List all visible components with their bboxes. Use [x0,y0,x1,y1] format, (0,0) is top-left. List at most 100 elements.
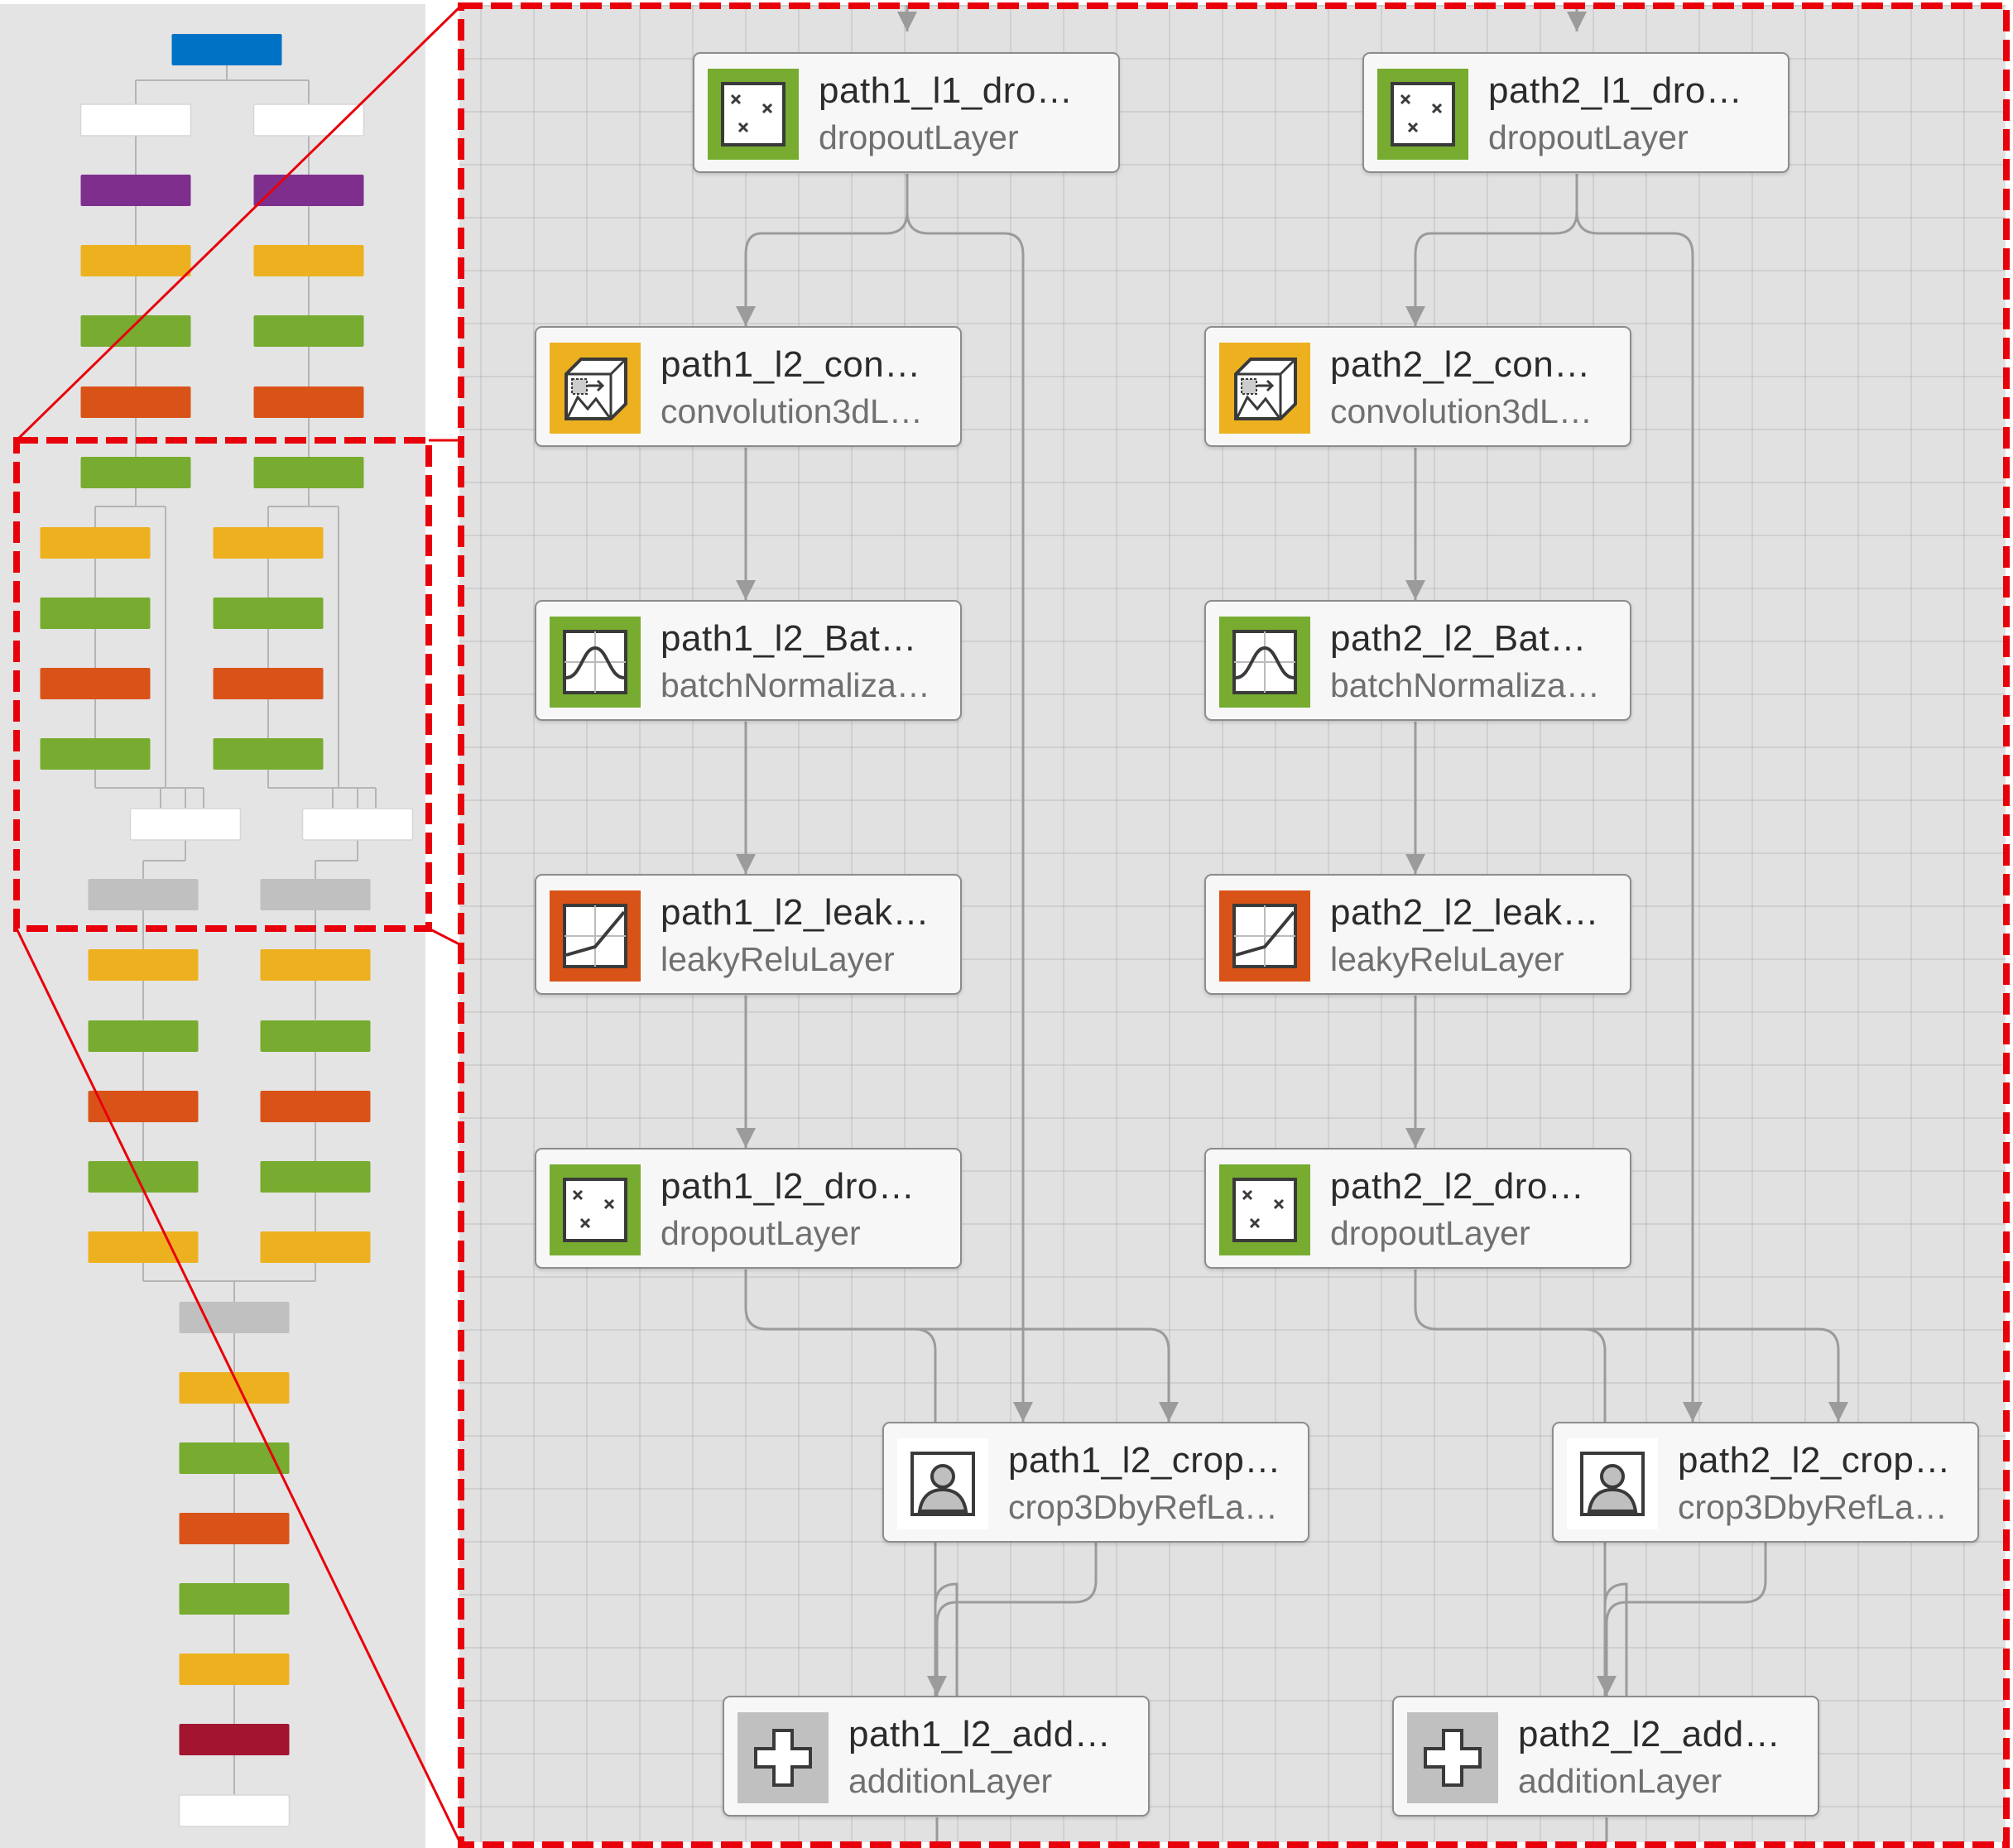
custom-layer-icon [1567,1438,1658,1529]
overview-block [253,175,364,206]
overview-block [253,245,364,276]
overview-block [252,103,365,137]
layer-name: path2_l2_con… [1330,344,1591,385]
overview-block [213,527,324,559]
layer-node[interactable]: path2_l1_dro… dropoutLayer [1362,52,1790,173]
overview-block [171,34,282,65]
layer-type: dropoutLayer [1488,118,1689,156]
detail-canvas: path1_l1_dro… dropoutLayer path2_l1_dro…d… [459,5,2006,1842]
overview-block [179,1442,290,1474]
arrowhead [1828,1402,1848,1422]
arrowhead [736,306,756,326]
connection [1605,1543,1767,1696]
arrowhead [1013,1402,1033,1422]
layer-name: path2_l2_crop… [1678,1440,1951,1481]
overview-block [40,598,151,629]
overview-block [129,808,242,841]
overview-block [80,245,191,276]
overview-block [301,808,414,841]
leaky-relu-icon [550,890,641,982]
dropout-icon [708,69,799,160]
connection [1583,1327,1840,1422]
batchnorm-icon [1219,617,1310,708]
overview-block [80,175,191,206]
layer-node[interactable]: path2_l2_crop… crop3DbyRefLa… [1552,1422,1979,1543]
layer-node[interactable]: path1_l2_add… additionLayer [723,1696,1150,1817]
layer-node[interactable]: path2_l2_leak… leakyReluLayer [1204,874,1631,995]
overview-block [260,1020,371,1052]
arrowhead [927,1676,947,1696]
dropout-icon [1377,69,1468,160]
layer-name: path2_l1_dro… [1488,70,1743,111]
layer-node[interactable]: path1_l2_leak… leakyReluLayer [535,874,962,995]
overview-block [260,1161,371,1193]
overview-block [179,1583,290,1615]
layer-type: convolution3dL… [661,392,923,430]
overview-block [260,1231,371,1263]
arrowhead [1405,1128,1425,1148]
arrowhead [897,12,917,31]
layer-type: leakyReluLayer [1330,940,1564,978]
overview-block [179,1654,290,1685]
convolution-icon [550,343,641,434]
layer-name: path1_l2_dro… [661,1166,915,1207]
overview-block [179,1302,290,1333]
layer-type: additionLayer [848,1762,1053,1800]
overview-block [179,1513,290,1544]
arrowhead [1405,580,1425,600]
overview-block [213,738,324,770]
layer-type: leakyReluLayer [661,940,895,978]
leaky-relu-icon [1219,890,1310,982]
overview-block [88,879,199,910]
layer-node[interactable]: path2_l2_dro… dropoutLayer [1204,1148,1631,1269]
overview-block [179,1372,290,1404]
layer-node[interactable]: path1_l2_crop… crop3DbyRefLa… [882,1422,1309,1543]
batchnorm-icon [550,617,641,708]
overview-block [80,386,191,418]
arrowhead [1597,1676,1617,1696]
layer-node[interactable]: path1_l2_con… convolution3dL… [535,326,962,447]
overview-block [178,1794,291,1827]
layer-name: path2_l2_leak… [1330,892,1600,933]
connection [1414,1270,1607,1422]
layer-name: path1_l2_Bat… [661,618,917,659]
connection [1414,174,1578,326]
overview-block [88,1231,199,1263]
layer-name: path1_l2_con… [661,344,921,385]
arrowhead [736,580,756,600]
layer-node[interactable]: path2_l2_Bat… batchNormaliza… [1204,600,1631,721]
layer-name: path2_l2_dro… [1330,1166,1585,1207]
overview-block [88,949,199,981]
layer-type: dropoutLayer [819,118,1019,156]
layer-node[interactable]: path1_l2_dro… dropoutLayer [535,1148,962,1269]
dropout-icon [550,1164,641,1255]
convolution-icon [1219,343,1310,434]
layer-node[interactable]: path2_l2_add… additionLayer [1392,1696,1819,1817]
overview-block [260,949,371,981]
arrowhead [736,1128,756,1148]
addition-icon [1407,1712,1498,1803]
layer-node[interactable]: path1_l2_Bat… batchNormaliza… [535,600,962,721]
overview-block [40,527,151,559]
layer-type: crop3DbyRefLa… [1008,1488,1278,1526]
layer-name: path2_l2_Bat… [1330,618,1587,659]
overview-block [260,1091,371,1122]
arrowhead [1159,1402,1179,1422]
connection [935,1543,1098,1696]
overview-block [260,879,371,910]
layer-node[interactable]: path1_l1_dro… dropoutLayer [693,52,1120,173]
layer-type: crop3DbyRefLa… [1678,1488,1948,1526]
layer-name: path1_l2_crop… [1008,1440,1281,1481]
overview-block [80,457,191,488]
layer-node[interactable]: path2_l2_con… convolution3dL… [1204,326,1631,447]
connection [914,1327,1170,1422]
overview-block [253,386,364,418]
arrowhead [1567,12,1587,31]
layer-type: dropoutLayer [1330,1214,1530,1252]
overview-block [40,738,151,770]
layer-name: path1_l1_dro… [819,70,1074,111]
overview-block [88,1091,199,1122]
arrowhead [1405,306,1425,326]
connection [744,174,909,326]
